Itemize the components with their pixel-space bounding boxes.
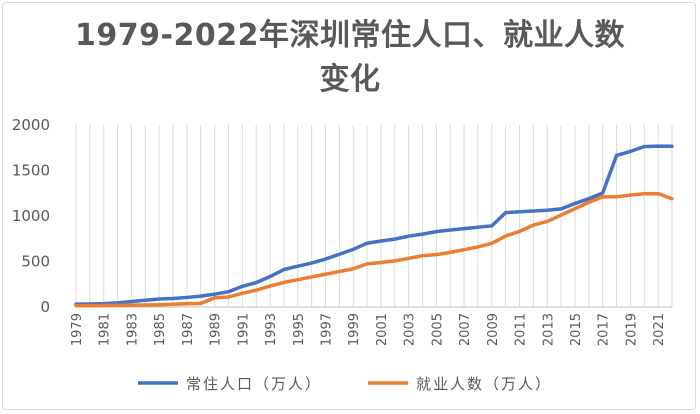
x-tick-label: 1995 [292,313,307,346]
chart-title: 1979-2022年深圳常住人口、就业人数变化 [75,18,625,97]
grid-lines [75,125,673,307]
legend-label-2: 就业人数（万人） [416,375,552,393]
x-tick-label: 1987 [181,313,196,346]
x-tick-label: 2001 [375,313,390,346]
x-tick-label: 1989 [209,313,224,346]
x-axis-ticks: 1979 1981 1983 1985 1987 1989 1991 1993 1995 1997… [70,313,667,346]
x-tick-label: 2009 [486,313,501,346]
y-tick-label: 1000 [12,207,50,225]
series-line-1 [74,144,674,306]
x-tick-label: 1991 [236,313,251,346]
x-tick-label: 1979 [70,313,85,346]
x-tick-label: 2019 [624,313,639,346]
legend-label-1: 常住人口（万人） [186,375,322,393]
x-tick-label: 2003 [403,313,418,346]
x-tick-label: 1983 [125,313,140,346]
x-tick-label: 2005 [430,313,445,346]
x-tick-label: 1997 [319,313,334,346]
x-tick-label: 2011 [514,313,529,346]
x-tick-label: 1999 [347,313,362,346]
y-tick-label: 2000 [12,116,50,134]
series-line-2 [74,191,674,308]
x-tick-label: 1981 [98,313,113,346]
series-lines [74,144,674,308]
x-tick-label: 2017 [597,313,612,346]
x-tick-label: 1985 [153,313,168,346]
y-axis-ticks: 0 500 1000 1500 2000 [12,116,50,316]
legend: 常住人口（万人） 就业人数（万人） [138,375,552,393]
x-tick-label: 2021 [652,313,667,346]
x-tick-label: 2015 [569,313,584,346]
y-tick-label: 500 [21,253,50,271]
x-tick-label: 1993 [264,313,279,346]
y-tick-label: 1500 [12,162,50,180]
x-tick-label: 2013 [541,313,556,346]
x-tick-label: 2007 [458,313,473,346]
y-tick-label: 0 [40,298,50,316]
